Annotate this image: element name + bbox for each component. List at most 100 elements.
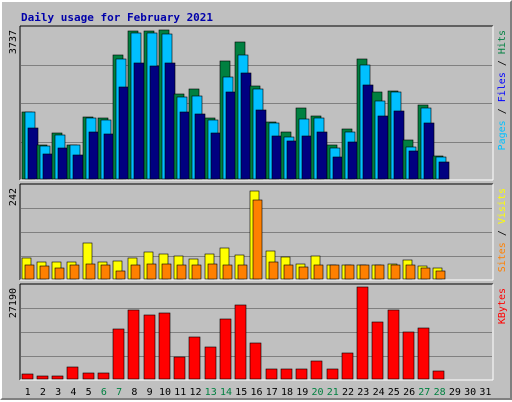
bar-sites-day-5 bbox=[85, 263, 96, 280]
bar-pages-day-24 bbox=[377, 115, 389, 180]
bar-kbytes-day-13 bbox=[204, 346, 217, 380]
bar-pages-day-14 bbox=[225, 91, 237, 180]
bar-pages-day-22 bbox=[347, 141, 359, 180]
bar-sites-day-17 bbox=[268, 261, 279, 280]
x-tick-day-20: 20 bbox=[311, 387, 323, 398]
bar-pages-day-21 bbox=[332, 156, 344, 180]
bar-sites-day-13 bbox=[207, 263, 218, 280]
chart-title: Daily usage for February 2021 bbox=[21, 11, 213, 24]
bar-sites-day-19 bbox=[298, 266, 309, 280]
bar-sites-day-25 bbox=[390, 264, 401, 280]
bar-pages-day-19 bbox=[301, 135, 313, 180]
bar-kbytes-day-4 bbox=[66, 366, 79, 380]
x-tick-day-2: 2 bbox=[40, 387, 46, 398]
legend-part: Visits bbox=[497, 188, 508, 224]
bar-sites-day-12 bbox=[191, 264, 202, 280]
legend-part: / bbox=[497, 102, 508, 120]
ymax-label: 3737 bbox=[8, 30, 19, 54]
bar-sites-day-10 bbox=[161, 263, 172, 280]
bar-kbytes-day-28 bbox=[432, 370, 445, 380]
ymax-label: 242 bbox=[8, 188, 19, 206]
bar-sites-day-27 bbox=[420, 267, 431, 280]
bar-pages-day-8 bbox=[133, 62, 145, 180]
x-tick-day-16: 16 bbox=[250, 387, 262, 398]
x-tick-day-12: 12 bbox=[189, 387, 201, 398]
x-tick-day-22: 22 bbox=[342, 387, 354, 398]
bar-kbytes-day-9 bbox=[143, 314, 156, 380]
bar-kbytes-day-17 bbox=[265, 368, 278, 380]
legend-part: KBytes bbox=[497, 288, 508, 324]
bar-kbytes-day-22 bbox=[341, 352, 354, 380]
x-tick-day-14: 14 bbox=[220, 387, 232, 398]
bar-kbytes-day-24 bbox=[371, 321, 384, 380]
bar-pages-day-28 bbox=[438, 161, 450, 180]
bar-pages-day-1 bbox=[27, 127, 39, 180]
bar-pages-day-27 bbox=[423, 122, 435, 180]
bar-pages-day-25 bbox=[393, 110, 405, 180]
bar-sites-day-7 bbox=[115, 270, 126, 280]
bar-kbytes-day-26 bbox=[402, 331, 415, 380]
x-tick-day-13: 13 bbox=[205, 387, 217, 398]
bar-pages-day-20 bbox=[316, 131, 328, 180]
bar-kbytes-day-15 bbox=[234, 304, 247, 380]
bar-sites-day-11 bbox=[176, 264, 187, 280]
x-tick-day-29: 29 bbox=[449, 387, 461, 398]
x-tick-day-15: 15 bbox=[235, 387, 247, 398]
x-tick-day-31: 31 bbox=[479, 387, 491, 398]
bar-kbytes-day-23 bbox=[356, 286, 369, 380]
bar-sites-day-23 bbox=[359, 264, 370, 280]
x-tick-day-5: 5 bbox=[86, 387, 92, 398]
x-tick-day-9: 9 bbox=[147, 387, 153, 398]
bar-sites-day-1 bbox=[24, 264, 35, 280]
x-tick-day-1: 1 bbox=[25, 387, 31, 398]
bar-kbytes-day-14 bbox=[219, 318, 232, 380]
bar-kbytes-day-16 bbox=[249, 342, 262, 380]
x-tick-day-23: 23 bbox=[357, 387, 369, 398]
x-tick-day-28: 28 bbox=[434, 387, 446, 398]
bar-sites-day-20 bbox=[313, 264, 324, 280]
bar-kbytes-day-1 bbox=[21, 373, 34, 380]
legend-part: Sites bbox=[497, 242, 508, 272]
bar-sites-day-28 bbox=[435, 270, 446, 280]
x-tick-day-17: 17 bbox=[266, 387, 278, 398]
bar-kbytes-day-25 bbox=[387, 309, 400, 380]
legend-part: / bbox=[497, 224, 508, 242]
bar-kbytes-day-18 bbox=[280, 368, 293, 380]
bar-kbytes-day-3 bbox=[51, 375, 64, 380]
bar-pages-day-3 bbox=[57, 147, 69, 180]
bar-sites-day-9 bbox=[146, 263, 157, 280]
bar-pages-day-9 bbox=[149, 65, 161, 180]
bar-kbytes-day-12 bbox=[188, 336, 201, 380]
bar-pages-day-16 bbox=[255, 109, 267, 180]
bar-pages-day-18 bbox=[286, 140, 298, 180]
bar-pages-day-6 bbox=[103, 133, 115, 180]
bar-kbytes-day-20 bbox=[310, 360, 323, 380]
x-tick-day-27: 27 bbox=[418, 387, 430, 398]
bar-pages-day-5 bbox=[88, 131, 100, 180]
x-tick-day-3: 3 bbox=[55, 387, 61, 398]
x-tick-day-26: 26 bbox=[403, 387, 415, 398]
series-legend: Pages / Files / Hits bbox=[497, 30, 508, 150]
bar-pages-day-23 bbox=[362, 84, 374, 180]
x-tick-day-24: 24 bbox=[373, 387, 385, 398]
bar-pages-day-2 bbox=[42, 153, 54, 180]
x-tick-day-6: 6 bbox=[101, 387, 107, 398]
bar-sites-day-2 bbox=[39, 265, 50, 280]
bar-pages-day-4 bbox=[72, 154, 84, 180]
x-tick-day-25: 25 bbox=[388, 387, 400, 398]
bar-kbytes-day-21 bbox=[326, 368, 339, 380]
bar-pages-day-17 bbox=[271, 135, 283, 180]
bar-sites-day-24 bbox=[374, 264, 385, 280]
bar-kbytes-day-7 bbox=[112, 328, 125, 380]
bar-kbytes-day-5 bbox=[82, 372, 95, 380]
bar-sites-day-21 bbox=[329, 264, 340, 280]
x-tick-day-30: 30 bbox=[464, 387, 476, 398]
bar-kbytes-day-19 bbox=[295, 368, 308, 380]
bar-sites-day-22 bbox=[344, 264, 355, 280]
bar-kbytes-day-27 bbox=[417, 327, 430, 380]
bar-sites-day-26 bbox=[405, 264, 416, 280]
legend-part: Pages bbox=[497, 120, 508, 150]
bar-pages-day-10 bbox=[164, 62, 176, 180]
